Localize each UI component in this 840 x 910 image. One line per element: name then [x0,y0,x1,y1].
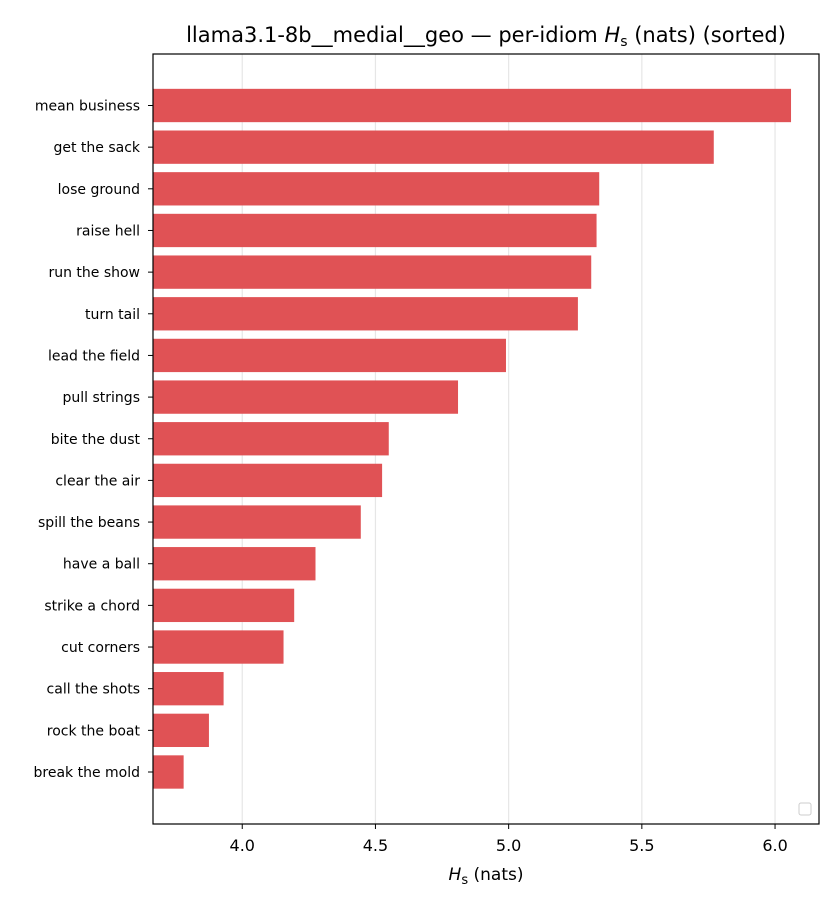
y-tick-label: turn tail [85,307,140,323]
bars [153,88,792,789]
y-tick-label: cut corners [61,640,140,656]
x-axis-ticks: 4.0 4.5 5.0 5.5 6.0 [230,824,788,855]
x-tick-label: 4.0 [230,836,255,855]
y-tick-label: call the shots [47,682,140,698]
bar [153,755,184,789]
bar [153,547,316,581]
y-tick-label: lose ground [58,182,140,198]
y-tick-label: get the sack [53,140,140,156]
y-tick-label: mean business [35,99,140,115]
y-tick-label: lead the field [48,348,140,364]
bar [153,130,714,164]
bar [153,672,224,706]
bar [153,213,597,248]
bar [153,713,209,748]
y-tick-label: run the show [48,265,140,281]
bar [153,380,459,414]
y-tick-label: bite the dust [51,432,141,448]
bar [153,297,578,331]
x-axis-label: Hs (nats) [449,865,524,888]
legend-box [798,802,812,816]
y-tick-label: rock the boat [47,723,141,739]
bar [153,505,361,539]
x-tick-label: 6.0 [762,836,787,855]
y-tick-label: clear the air [55,473,140,489]
plot-frame [152,53,820,825]
bar [153,463,383,498]
x-tick-label: 4.5 [363,836,388,855]
x-tick-label: 5.5 [629,836,654,855]
bar [153,88,792,123]
bar [153,338,506,373]
x-tick-label: 5.0 [496,836,521,855]
y-tick-label: strike a chord [44,598,140,614]
bar [153,630,284,664]
bar [153,422,389,456]
bar [153,588,295,623]
y-tick-label: pull strings [63,390,140,406]
bar [153,255,592,289]
y-axis-ticks: mean business get the sack lose ground rais… [34,99,153,781]
chart-title: llama3.1-8b__medial__geo — per-idiom Hs … [186,23,786,50]
y-tick-label: spill the beans [38,515,140,531]
y-tick-label: have a ball [63,557,140,573]
y-tick-label: break the mold [34,765,141,781]
y-tick-label: raise hell [76,223,140,239]
bar [153,172,600,206]
